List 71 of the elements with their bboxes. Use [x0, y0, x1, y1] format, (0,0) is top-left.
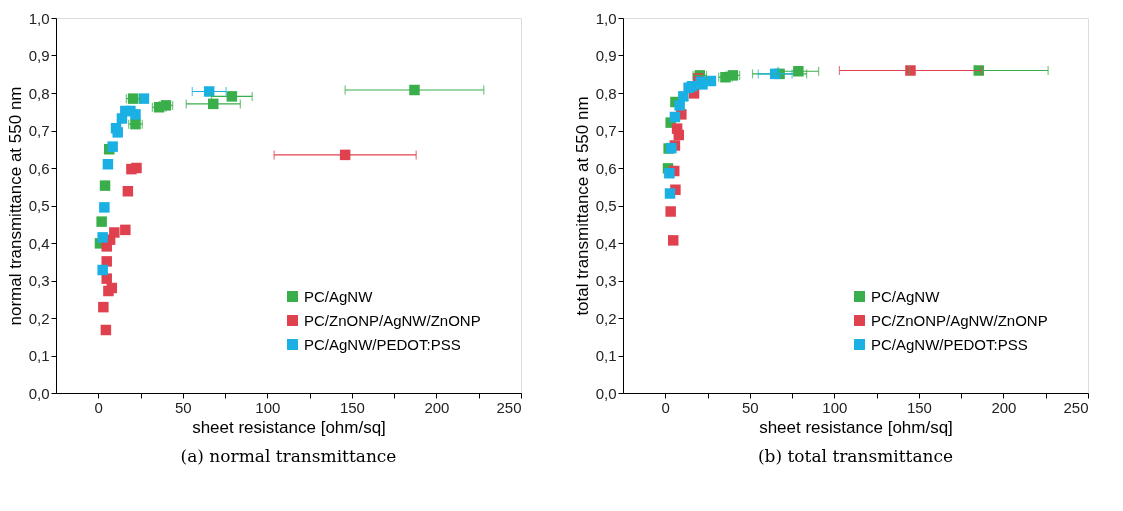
y-tick-label: 1,0 [595, 9, 617, 27]
point [905, 65, 916, 76]
point [98, 301, 109, 313]
y-tick-label: 0,2 [28, 309, 50, 327]
x-tick-label: 200 [424, 398, 450, 416]
y-tick-label: 0,1 [28, 347, 50, 364]
x-tick-label: 150 [906, 398, 932, 416]
text: (a) normal transmittance [180, 446, 397, 466]
point [664, 188, 676, 199]
x-tick-label: 250 [1063, 398, 1089, 416]
y-tick-label: 0,4 [28, 234, 50, 252]
point [130, 109, 141, 120]
point [226, 91, 238, 102]
y-tick-label: 0,6 [595, 159, 617, 177]
y-tick-label: 0,5 [28, 197, 50, 214]
legend-label: PC/AgNW/PEDOT:PSS [304, 335, 461, 353]
point [96, 216, 107, 227]
x-tick-label: 0 [94, 398, 103, 416]
point [138, 93, 150, 104]
y-axis-title: normal transmittance at 550 nm [5, 86, 25, 326]
y-tick-label: 0,3 [595, 272, 617, 289]
y-tick-label: 0,6 [28, 159, 50, 177]
point [665, 206, 676, 217]
y-tick-label: 0,2 [595, 309, 617, 327]
y-tick-label: 0,9 [595, 47, 617, 64]
text: (b) total transmittance [757, 446, 954, 466]
point [102, 159, 114, 170]
x-tick-label: 250 [496, 398, 522, 416]
y-tick-label: 0,8 [28, 84, 50, 102]
point [112, 127, 123, 138]
point [106, 282, 118, 294]
x-tick-label: 100 [822, 398, 848, 416]
y-tick-label: 0,8 [595, 84, 617, 102]
y-tick-label: 1,0 [28, 9, 50, 27]
legend-label: PC/AgNW [871, 287, 941, 305]
point [120, 224, 131, 236]
y-tick-label: 0,9 [28, 47, 50, 64]
y-tick-label: 0,3 [28, 272, 50, 289]
point [673, 129, 685, 141]
legend-label: PC/ZnONP/AgNW/ZnONP [304, 311, 481, 329]
y-tick-label: 0,0 [28, 384, 50, 402]
y-tick-label: 0,4 [595, 234, 617, 252]
legend-label: PC/AgNW [304, 287, 374, 305]
x-tick-label: 200 [991, 398, 1017, 416]
point [100, 324, 112, 336]
y-tick-label: 0,7 [595, 122, 617, 139]
point [131, 162, 142, 174]
point [97, 264, 108, 276]
point [678, 91, 689, 102]
x-axis-title: sheet resistance [ohm/sq] [192, 417, 386, 437]
x-tick-label: 50 [174, 398, 192, 416]
point [99, 202, 110, 213]
point [667, 235, 679, 246]
point [99, 180, 111, 191]
point [664, 168, 675, 179]
x-tick-label: 0 [661, 398, 670, 416]
y-axis-title: total transmittance at 550 nm [572, 96, 592, 316]
x-tick-label: 150 [339, 398, 365, 416]
point [122, 186, 134, 197]
y-tick-label: 0,0 [595, 384, 617, 402]
y-tick-label: 0,1 [595, 347, 617, 364]
y-tick-label: 0,7 [28, 122, 50, 139]
point [97, 232, 108, 243]
point [109, 227, 120, 238]
legend-label: PC/ZnONP/AgNW/ZnONP [871, 311, 1048, 329]
x-tick-label: 50 [741, 398, 759, 416]
x-axis-title: sheet resistance [ohm/sq] [759, 417, 953, 437]
x-tick-label: 100 [255, 398, 281, 416]
point [669, 111, 681, 123]
y-tick-label: 0,5 [595, 197, 617, 214]
legend-label: PC/AgNW/PEDOT:PSS [871, 335, 1028, 353]
